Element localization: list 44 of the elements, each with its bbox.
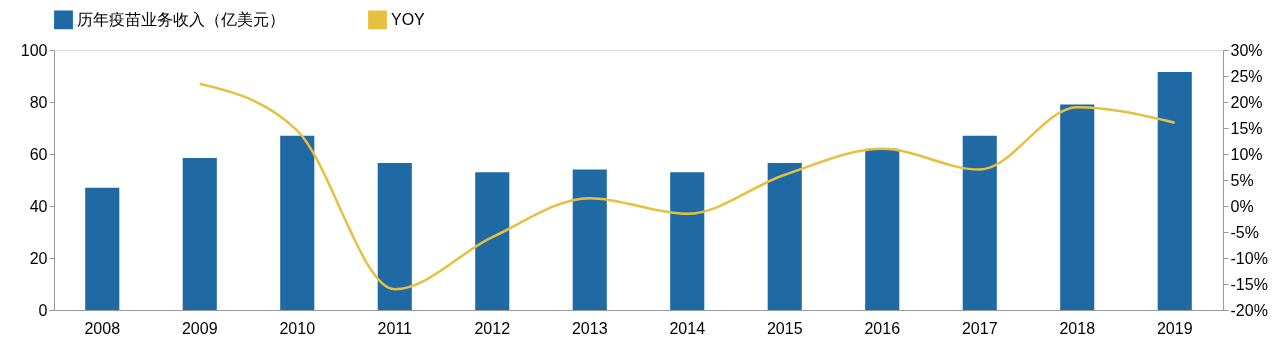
- x-tick-label: 2019: [1156, 319, 1193, 337]
- y2-tick-label: 30%: [1230, 41, 1263, 59]
- y2-tick-label: -15%: [1230, 275, 1268, 293]
- legend-label: YOY: [391, 10, 426, 28]
- x-tick-label: 2011: [377, 319, 413, 337]
- y2-tick-label: 15%: [1230, 119, 1263, 137]
- x-tick-label: 2012: [474, 319, 511, 337]
- bar: [670, 172, 705, 310]
- y-tick-label: 40: [29, 197, 48, 215]
- x-tick-label: 2016: [864, 319, 901, 337]
- y2-tick-label: 20%: [1230, 93, 1263, 111]
- bar: [377, 163, 412, 310]
- y2-tick-label: -5%: [1230, 223, 1259, 241]
- x-tick-label: 2018: [1059, 319, 1096, 337]
- bar: [1060, 104, 1095, 310]
- x-tick-label: 2009: [181, 319, 218, 337]
- x-tick-label: 2017: [961, 319, 998, 337]
- y2-tick-label: 0%: [1230, 197, 1254, 215]
- bar: [572, 169, 607, 310]
- bar: [182, 157, 217, 310]
- bar: [280, 135, 315, 310]
- y-tick-label: 100: [20, 41, 48, 59]
- y2-tick-label: 25%: [1230, 67, 1263, 85]
- line-series: [198, 82, 1176, 291]
- y-tick-label: 0: [38, 301, 48, 319]
- y-tick-label: 80: [29, 93, 48, 111]
- y2-tick-label: 5%: [1230, 171, 1254, 189]
- bar: [865, 148, 900, 310]
- bar: [475, 172, 510, 310]
- bar: [767, 163, 802, 310]
- y-tick-label: 20: [29, 249, 48, 267]
- y2-tick-label: -20%: [1230, 301, 1268, 319]
- bar: [1157, 72, 1192, 310]
- y2-tick-label: 10%: [1230, 145, 1263, 163]
- x-tick-label: 2014: [669, 319, 706, 337]
- y2-tick-label: -10%: [1230, 249, 1268, 267]
- x-tick-label: 2008: [84, 319, 121, 337]
- x-tick-label: 2010: [279, 319, 316, 337]
- legend-label: 历年疫苗业务收入（亿美元）: [77, 10, 285, 28]
- bar: [962, 135, 997, 310]
- y-tick-label: 60: [29, 145, 48, 163]
- x-tick-label: 2013: [571, 319, 608, 337]
- x-tick-label: 2015: [766, 319, 803, 337]
- bar: [85, 187, 120, 310]
